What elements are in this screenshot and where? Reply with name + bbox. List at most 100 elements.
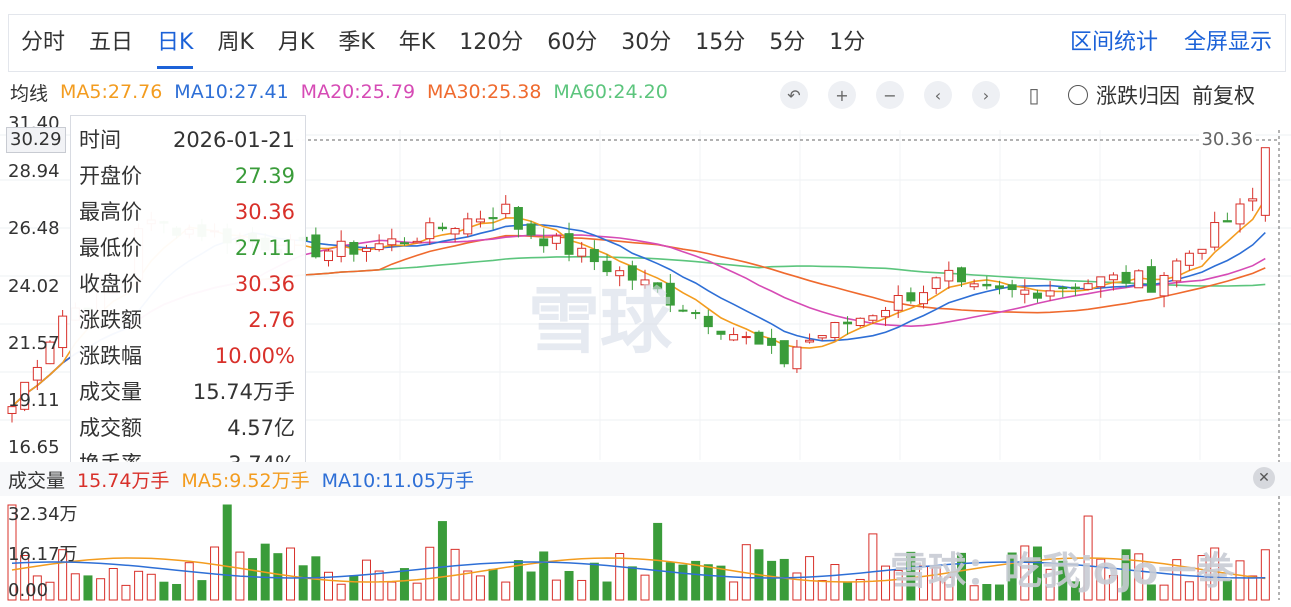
ma5-value: MA5:27.76: [60, 81, 163, 103]
tab-7[interactable]: 120分: [459, 30, 524, 55]
tab-0[interactable]: 分时: [21, 30, 66, 55]
candle-body: [1134, 270, 1144, 289]
volume-bar: [349, 575, 359, 601]
zoom-in-icon[interactable]: +: [828, 81, 856, 109]
volume-bar: [58, 549, 68, 601]
volume-bar: [792, 572, 802, 601]
volume-bar: [665, 562, 675, 601]
volume-ma5: MA5:9.52万手: [181, 469, 310, 492]
price-tick: 19.11: [8, 390, 60, 411]
attribution-checkbox[interactable]: 涨跌归因 前复权: [1068, 80, 1255, 110]
right-tabs: 区间统计 全屏显示: [1057, 15, 1285, 71]
volume-bar: [691, 560, 701, 601]
volume-bar: [121, 584, 131, 601]
volume-tick: 16.17万: [8, 544, 78, 565]
volume-bar: [1184, 581, 1194, 601]
tooltip-row: 成交量 15.74万手: [79, 374, 295, 410]
zoom-out-icon[interactable]: −: [876, 81, 904, 109]
candle-body: [906, 292, 916, 302]
volume-bar: [20, 555, 30, 601]
candle-body: [1045, 290, 1055, 297]
tooltip-row: 涨跌额 2.76: [79, 302, 295, 338]
tooltip-value: 30.36: [234, 272, 295, 296]
candle-body: [336, 240, 346, 257]
tab-8[interactable]: 60分: [547, 30, 598, 55]
period-tabs: 分时 五日 日K 周K 月K 季K 年K 120分 60分 30分 15分 5分 1分: [9, 15, 877, 71]
volume-bar: [564, 570, 574, 601]
adjust-dropdown[interactable]: 前复权: [1192, 84, 1255, 108]
volume-bar: [805, 556, 815, 601]
left-icon[interactable]: ‹: [924, 81, 952, 109]
tab-1[interactable]: 五日: [89, 30, 134, 55]
volume-ma5-line: [11, 557, 1266, 583]
volume-bar: [108, 568, 118, 601]
tab-11[interactable]: 5分: [769, 30, 806, 55]
tooltip-key: 最高价: [79, 200, 142, 224]
volume-bar: [957, 552, 966, 601]
volume-ma10: MA10:11.05万手: [321, 469, 474, 492]
tab-10[interactable]: 15分: [695, 30, 746, 55]
volume-bar: [1007, 552, 1017, 601]
candle-body: [957, 267, 966, 283]
volume-bar: [1235, 560, 1245, 601]
candle-body: [1108, 274, 1118, 281]
candle-tooltip: 时间 2026-01-21 开盘价 27.39 最高价 30.36 最低价 27.11 收盘价 3…: [70, 115, 306, 495]
volume-bar: [96, 578, 106, 601]
tab-5[interactable]: 季K: [338, 30, 375, 55]
volume-bar: [286, 547, 296, 601]
candle-body: [58, 315, 68, 349]
tab-12[interactable]: 1分: [829, 30, 866, 55]
tooltip-key: 最低价: [79, 236, 142, 260]
volume-bar: [577, 579, 587, 601]
volume-bar: [83, 575, 93, 601]
volume-bar: [146, 573, 156, 601]
candle-body: [1146, 266, 1156, 293]
interval-stats-button[interactable]: 区间统计: [1069, 30, 1158, 55]
ma-label: 均线: [10, 82, 49, 105]
tooltip-value: 30.36: [234, 200, 295, 224]
candle-icon[interactable]: ▯: [1028, 83, 1040, 107]
candle-body: [589, 249, 599, 263]
tooltip-key: 开盘价: [79, 164, 142, 188]
undo-icon[interactable]: ↶: [780, 81, 808, 109]
candle-body: [1210, 222, 1220, 248]
candle-body: [1172, 260, 1182, 282]
candle-body: [577, 247, 587, 257]
volume-ma10-line: [11, 561, 1266, 579]
volume-bar: [412, 582, 422, 601]
candle-body: [741, 336, 751, 339]
price-tick: 26.48: [8, 218, 60, 239]
candle-body: [450, 228, 460, 235]
candle-body: [969, 283, 979, 288]
tab-2[interactable]: 日K: [145, 15, 205, 71]
tab-9[interactable]: 30分: [621, 30, 672, 55]
volume-bar: [982, 584, 992, 601]
volume-bar: [881, 565, 891, 601]
volume-bar: [1210, 547, 1220, 601]
candle-body: [488, 217, 498, 220]
candle-body: [729, 334, 739, 341]
candle-body: [539, 238, 549, 247]
tooltip-value: 27.39: [234, 164, 295, 188]
tab-6[interactable]: 年K: [398, 30, 436, 55]
candle-body: [374, 243, 384, 251]
candle-body: [691, 312, 701, 315]
volume-bar: [767, 560, 777, 601]
checkbox-circle-icon[interactable]: [1068, 85, 1088, 105]
volume-bar: [843, 581, 853, 601]
tab-3[interactable]: 周K: [217, 30, 254, 55]
volume-bar: [1020, 545, 1030, 601]
volume-bar: [159, 581, 169, 601]
volume-bar: [1096, 558, 1106, 601]
candle-body: [1197, 248, 1207, 254]
tab-4[interactable]: 月K: [277, 30, 315, 55]
candle-body: [1121, 271, 1131, 284]
volume-bar: [1058, 560, 1068, 601]
right-icon[interactable]: ›: [972, 81, 1000, 109]
close-icon[interactable]: ✕: [1253, 467, 1275, 489]
candle-body: [931, 277, 941, 289]
volume-bar: [425, 546, 435, 601]
fullscreen-button[interactable]: 全屏显示: [1183, 30, 1272, 55]
volume-bar: [893, 569, 903, 601]
ma60-value: MA60:24.20: [553, 81, 668, 103]
